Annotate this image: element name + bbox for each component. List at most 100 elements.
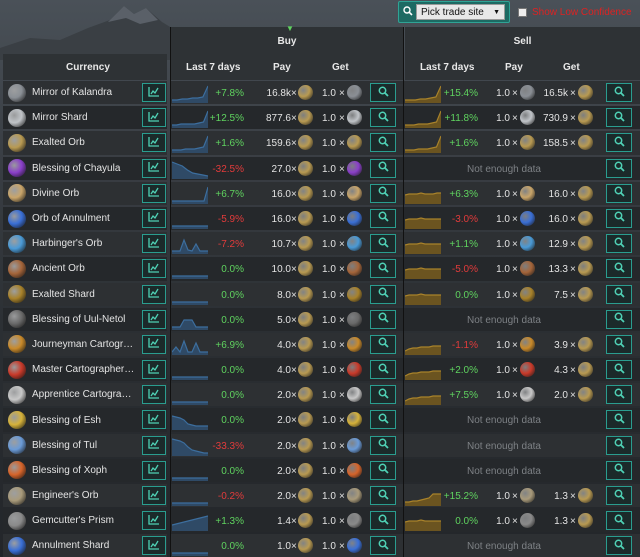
buy-sparkline <box>172 438 208 456</box>
buy-pay-header[interactable]: Pay <box>273 62 291 73</box>
buy-search-button[interactable] <box>370 234 396 254</box>
history-chart-button[interactable] <box>142 460 166 480</box>
buy-search-button[interactable] <box>370 536 396 556</box>
buy-header-bg <box>171 27 403 54</box>
sell-search-button[interactable] <box>606 435 632 455</box>
buy-pay-amount: 8.0 <box>277 289 291 301</box>
sell-search-cell <box>604 383 640 407</box>
low-confidence-toggle[interactable]: Show Low Confidence <box>518 7 632 18</box>
history-chart-button[interactable] <box>142 360 166 380</box>
buy-get-amount: 1.0 <box>322 415 336 427</box>
buy-search-button[interactable] <box>370 183 396 203</box>
sell-search-button[interactable] <box>606 309 632 329</box>
sell-search-button[interactable] <box>606 334 632 354</box>
history-chart-button[interactable] <box>142 511 166 531</box>
buy-search-button[interactable] <box>370 83 396 102</box>
chart-icon <box>148 86 160 100</box>
history-chart-button[interactable] <box>142 385 166 405</box>
buy-search-button[interactable] <box>370 259 396 279</box>
sell-search-button[interactable] <box>606 158 632 178</box>
sell-search-button[interactable] <box>606 183 632 203</box>
times-sign: × <box>570 138 576 150</box>
sell-search-button[interactable] <box>606 385 632 405</box>
master-sextant-icon <box>8 360 26 379</box>
currency-cell: Mirror Shard <box>3 106 167 130</box>
sell-search-button[interactable] <box>606 460 632 480</box>
chaos-orb-icon <box>298 462 313 478</box>
history-chart-button[interactable] <box>142 208 166 228</box>
sell-search-button[interactable] <box>606 108 632 128</box>
buy-search-button[interactable] <box>370 284 396 304</box>
history-chart-button[interactable] <box>142 183 166 203</box>
buy-search-button[interactable] <box>370 208 396 228</box>
buy-search-button[interactable] <box>370 108 396 128</box>
sell-change-percent: -3.0% <box>451 213 478 225</box>
buy-search-button[interactable] <box>370 309 396 329</box>
trade-site-select[interactable]: Pick trade site ▼ <box>416 4 505 20</box>
history-chart-button[interactable] <box>142 334 166 354</box>
low-confidence-checkbox[interactable] <box>518 7 527 17</box>
sell-get-header[interactable]: Get <box>563 62 580 73</box>
sell-cell: -5.0% 1.0 × 13.3 × <box>404 257 604 281</box>
search-icon <box>614 161 625 175</box>
times-sign: × <box>570 213 576 225</box>
sell-last7-header[interactable]: Last 7 days <box>420 62 475 73</box>
sell-search-button[interactable] <box>606 259 632 279</box>
history-chart-button[interactable] <box>142 83 166 102</box>
buy-get-amount: 1.0 <box>322 339 336 351</box>
sell-cell: -3.0% 1.0 × 16.0 × <box>404 206 604 231</box>
sell-search-button[interactable] <box>606 486 632 505</box>
buy-search-button[interactable] <box>370 511 396 531</box>
sell-search-button[interactable] <box>606 511 632 531</box>
sell-search-button[interactable] <box>606 83 632 102</box>
search-icon <box>614 186 625 200</box>
sell-search-button[interactable] <box>606 208 632 228</box>
times-sign: × <box>339 163 345 175</box>
sell-search-button[interactable] <box>606 410 632 430</box>
buy-search-button[interactable] <box>370 486 396 505</box>
times-sign: × <box>291 264 297 276</box>
mirror-shard-icon <box>8 108 26 127</box>
buy-change-percent: +6.9% <box>215 339 244 351</box>
buy-search-button[interactable] <box>370 158 396 178</box>
history-chart-button[interactable] <box>142 486 166 505</box>
sell-search-button[interactable] <box>606 234 632 254</box>
sell-search-cell <box>604 408 640 432</box>
buy-pay-amount: 10.0 <box>271 264 291 276</box>
currency-column-header[interactable]: Currency <box>66 62 110 73</box>
sell-search-button[interactable] <box>606 284 632 304</box>
buy-cell: -5.9% 16.0 × 1.0 × <box>171 206 403 231</box>
buy-search-button[interactable] <box>370 360 396 380</box>
sell-pay-amount: 1.0 <box>496 213 510 225</box>
buy-cell: 0.0% 4.0 × 1.0 × <box>171 358 403 382</box>
sell-search-button[interactable] <box>606 133 632 153</box>
buy-get-header[interactable]: Get <box>332 62 349 73</box>
buy-search-button[interactable] <box>370 385 396 405</box>
history-chart-button[interactable] <box>142 435 166 455</box>
buy-search-button[interactable] <box>370 410 396 430</box>
sell-pay-header[interactable]: Pay <box>505 62 523 73</box>
times-sign: × <box>339 465 345 477</box>
buy-search-button[interactable] <box>370 460 396 480</box>
history-chart-button[interactable] <box>142 309 166 329</box>
sell-sparkline <box>405 242 441 255</box>
history-chart-button[interactable] <box>142 259 166 279</box>
buy-search-button[interactable] <box>370 334 396 354</box>
buy-change-percent: -5.9% <box>217 213 244 225</box>
buy-sparkline <box>172 110 208 129</box>
history-chart-button[interactable] <box>142 234 166 254</box>
history-chart-button[interactable] <box>142 284 166 304</box>
history-chart-button[interactable] <box>142 410 166 430</box>
trade-site-picker[interactable]: Pick trade site ▼ <box>398 1 510 23</box>
sell-search-button[interactable] <box>606 360 632 380</box>
buy-cell: 0.0% 10.0 × 1.0 × <box>171 257 403 281</box>
sell-columns-bg <box>405 54 640 80</box>
history-chart-button[interactable] <box>142 133 166 153</box>
history-chart-button[interactable] <box>142 536 166 556</box>
sell-search-button[interactable] <box>606 536 632 556</box>
buy-search-button[interactable] <box>370 133 396 153</box>
history-chart-button[interactable] <box>142 108 166 128</box>
history-chart-button[interactable] <box>142 158 166 178</box>
buy-last7-header[interactable]: Last 7 days <box>186 62 241 73</box>
buy-search-button[interactable] <box>370 435 396 455</box>
